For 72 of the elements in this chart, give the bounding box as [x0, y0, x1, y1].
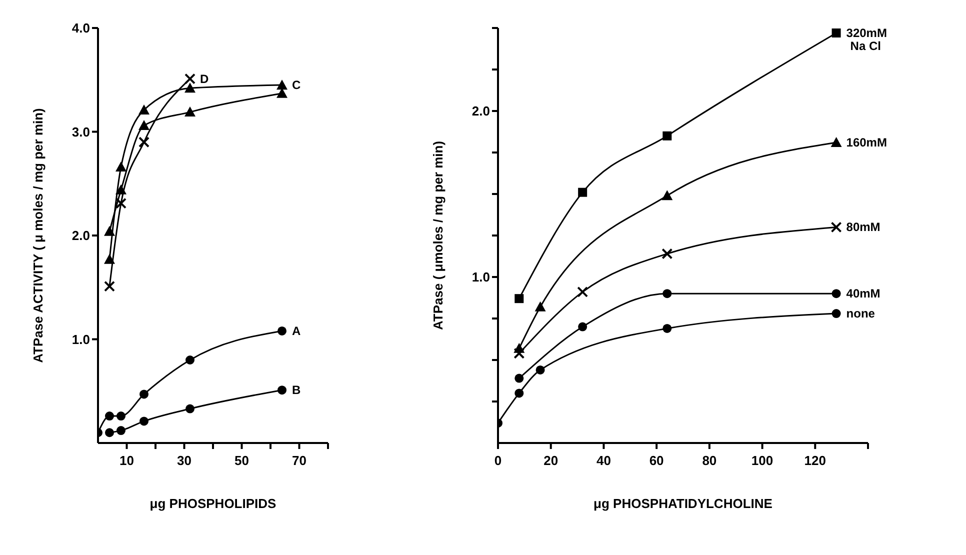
point	[662, 190, 673, 200]
point	[116, 198, 126, 209]
x-tick-label: 50	[234, 453, 249, 468]
x-tick-label: 120	[804, 453, 826, 468]
series-label: C	[292, 78, 301, 92]
point	[662, 248, 673, 260]
series-label: D	[200, 72, 209, 86]
y-tick-label: 1.0	[72, 332, 90, 347]
x-tick-label: 80	[702, 453, 717, 468]
y-tick-label: 3.0	[72, 124, 90, 140]
point	[662, 131, 672, 140]
x-tick-label: 60	[649, 453, 664, 468]
series-label: 320mM Na Cl	[846, 26, 887, 53]
point	[184, 82, 196, 93]
point	[116, 162, 126, 172]
point	[116, 412, 126, 421]
point	[514, 374, 524, 383]
point	[138, 104, 150, 114]
point	[536, 365, 545, 374]
series-label: A	[292, 324, 301, 338]
point	[186, 356, 194, 364]
point	[104, 280, 115, 292]
point	[832, 28, 841, 38]
point	[116, 184, 126, 194]
point	[830, 137, 842, 148]
y-tick-label: 4.0	[72, 20, 90, 36]
point	[832, 289, 841, 298]
series-label: 40mM	[846, 286, 880, 301]
y-tick-label: 2.0	[72, 228, 90, 244]
point	[138, 120, 150, 130]
point	[105, 428, 114, 438]
point	[662, 289, 672, 298]
point	[830, 222, 842, 233]
y-tick-label: 2.0	[472, 104, 490, 119]
point	[578, 188, 588, 197]
point	[116, 426, 126, 436]
point	[140, 390, 148, 399]
x-tick-label: 100	[751, 453, 774, 468]
point	[514, 348, 525, 359]
x-tick-label: 70	[292, 453, 306, 468]
y-axis-title: ATPase ACTIVITY ( μ moles / mg per min)	[30, 108, 46, 363]
x-tick-label: 10	[120, 453, 134, 468]
x-tick-label: 0	[494, 453, 502, 468]
series-label: B	[292, 383, 301, 398]
point	[514, 294, 524, 304]
point	[184, 73, 196, 84]
point	[534, 301, 546, 312]
series-label: 160mM	[846, 136, 887, 150]
point	[662, 324, 672, 333]
x-tick-label: 30	[177, 453, 192, 468]
x-axis-title: μg PHOSPHOLIPIDS	[150, 496, 277, 511]
point	[105, 412, 114, 421]
y-tick-label: 1.0	[472, 270, 490, 285]
x-tick-label: 20	[544, 453, 558, 468]
point	[186, 404, 194, 414]
point	[184, 106, 196, 117]
point	[278, 386, 286, 395]
x-tick-label: 40	[596, 453, 611, 468]
point	[104, 226, 115, 236]
series-label: 80mM	[846, 220, 880, 234]
series-label: none	[846, 306, 876, 321]
point	[278, 326, 286, 336]
y-axis-title: ATPase ( μmoles / mg per min)	[430, 140, 446, 330]
point	[140, 416, 148, 426]
x-axis-title: μg PHOSPHATIDYLCHOLINE	[594, 496, 773, 511]
point	[832, 309, 841, 318]
point	[577, 286, 588, 298]
point	[276, 80, 288, 90]
point	[514, 388, 524, 398]
point	[578, 322, 588, 332]
point	[104, 254, 115, 264]
point	[138, 136, 150, 148]
